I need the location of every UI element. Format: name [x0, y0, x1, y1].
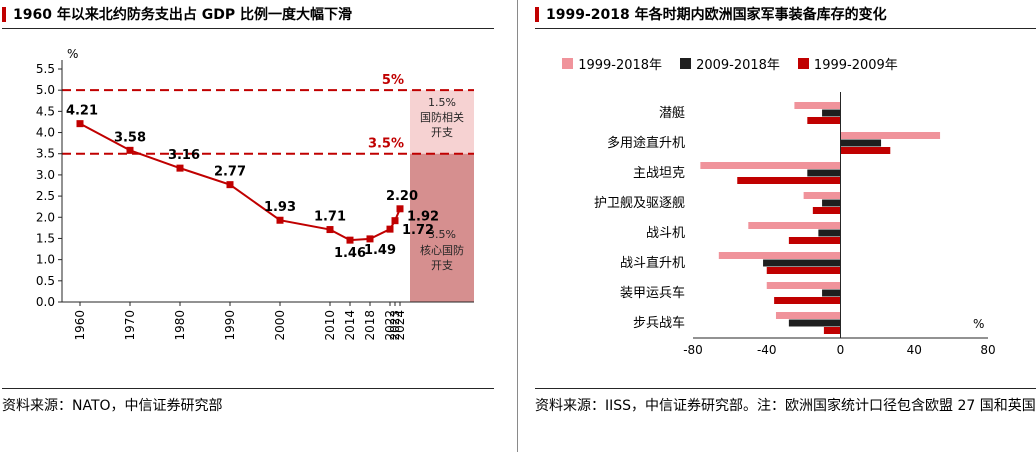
svg-text:2.77: 2.77 [214, 165, 246, 180]
svg-text:0.5: 0.5 [36, 274, 55, 288]
title-accent-bar [2, 6, 6, 22]
legend-swatch-red [797, 58, 809, 69]
legend-label: 2009-2018年 [696, 58, 780, 73]
right-figure-panel: 1999-2018 年各时期内欧洲国家军事装备库存的变化 1999-2018年 … [535, 0, 1036, 452]
left-figure-title-row: 1960 年以来北约防务支出占 GDP 比例一度大幅下滑 [2, 3, 494, 25]
svg-text:1.49: 1.49 [364, 243, 396, 258]
right-title-rule [535, 28, 1036, 29]
svg-text:1.46: 1.46 [334, 246, 366, 261]
svg-text:2.5: 2.5 [36, 189, 55, 203]
svg-text:3.5%: 3.5% [368, 137, 404, 152]
legend-swatch-pink [562, 58, 574, 69]
svg-text:装甲运兵车: 装甲运兵车 [620, 285, 685, 301]
svg-text:潜艇: 潜艇 [659, 106, 685, 121]
svg-text:1.93: 1.93 [264, 200, 296, 215]
svg-text:2023: 2023 [388, 310, 402, 341]
svg-text:0.0: 0.0 [36, 295, 55, 309]
right-source-text: 资料来源：IISS，中信证券研究部。注：欧洲国家统计口径包含欧盟 27 国和英国 [535, 398, 1036, 414]
svg-text:5%: 5% [382, 73, 404, 88]
svg-text:2.20: 2.20 [386, 189, 418, 204]
svg-text:开支: 开支 [431, 126, 453, 139]
svg-text:战斗机: 战斗机 [646, 226, 685, 241]
svg-text:国防相关: 国防相关 [420, 110, 464, 124]
svg-text:2014: 2014 [343, 310, 357, 341]
svg-text:40: 40 [907, 343, 922, 357]
legend-swatch-dark [680, 58, 692, 69]
equipment-chart-legend: 1999-2018年 2009-2018年 1999-2009年 [535, 54, 925, 73]
svg-text:2018: 2018 [363, 310, 377, 341]
title-accent-bar [535, 6, 539, 22]
svg-text:1.5%: 1.5% [428, 96, 456, 109]
svg-text:1.5: 1.5 [36, 231, 55, 245]
svg-text:1.0: 1.0 [36, 253, 55, 267]
legend-label: 1999-2009年 [813, 58, 898, 73]
svg-text:3.0: 3.0 [36, 168, 55, 182]
svg-text:3.5: 3.5 [36, 147, 55, 161]
svg-text:5.0: 5.0 [36, 83, 55, 97]
svg-text:5.5: 5.5 [36, 62, 55, 76]
column-divider [517, 0, 518, 452]
svg-text:4.0: 4.0 [36, 126, 55, 140]
svg-text:步兵战车: 步兵战车 [633, 315, 685, 331]
svg-text:80: 80 [980, 343, 995, 357]
svg-text:4.21: 4.21 [66, 104, 98, 119]
svg-text:2024: 2024 [393, 310, 407, 341]
right-figure-title: 1999-2018 年各时期内欧洲国家军事装备库存的变化 [546, 7, 887, 23]
svg-text:1.71: 1.71 [314, 210, 346, 225]
svg-text:1960: 1960 [73, 310, 87, 341]
left-source-row: 资料来源：NATO，中信证券研究部 [2, 388, 494, 418]
legend-item-2009-2018: 2009-2018年 [680, 54, 780, 73]
svg-text:2.0: 2.0 [36, 210, 55, 224]
left-source-text: 资料来源：NATO，中信证券研究部 [2, 398, 223, 414]
svg-text:护卫舰及驱逐舰: 护卫舰及驱逐舰 [594, 196, 685, 211]
left-title-rule [2, 28, 494, 29]
legend-item-1999-2018: 1999-2018年 [562, 54, 662, 73]
svg-text:核心国防: 核心国防 [420, 243, 464, 257]
svg-text:1.72: 1.72 [402, 223, 434, 238]
left-figure-panel: 1960 年以来北约防务支出占 GDP 比例一度大幅下滑 1.5% 国防相关 开支 3… [2, 0, 494, 452]
svg-text:2022: 2022 [383, 310, 397, 341]
svg-text:1.92: 1.92 [407, 210, 439, 225]
right-source-row: 资料来源：IISS，中信证券研究部。注：欧洲国家统计口径包含欧盟 27 国和英国 [535, 388, 1036, 418]
svg-text:3.5%: 3.5% [428, 228, 456, 241]
svg-text:3.58: 3.58 [114, 130, 146, 145]
svg-text:-40: -40 [757, 343, 777, 357]
svg-text:1970: 1970 [123, 310, 137, 341]
left-figure-title: 1960 年以来北约防务支出占 GDP 比例一度大幅下滑 [13, 7, 352, 23]
svg-text:%: % [67, 47, 78, 61]
legend-label: 1999-2018年 [578, 58, 663, 73]
svg-text:3.16: 3.16 [168, 148, 200, 163]
svg-text:2000: 2000 [273, 310, 287, 341]
svg-text:2010: 2010 [323, 310, 337, 341]
svg-text:%: % [973, 317, 984, 331]
right-figure-title-row: 1999-2018 年各时期内欧洲国家军事装备库存的变化 [535, 3, 1036, 25]
svg-text:4.5: 4.5 [36, 104, 55, 118]
svg-text:多用途直升机: 多用途直升机 [607, 135, 685, 151]
svg-text:主战坦克: 主战坦克 [633, 166, 685, 181]
svg-text:1990: 1990 [223, 310, 237, 341]
svg-text:1980: 1980 [173, 310, 187, 341]
nato-defense-spending-line-chart: 1.5%国防相关开支3.5%核心国防开支5%3.5%0.00.51.01.52.… [36, 47, 474, 341]
svg-text:0: 0 [837, 343, 845, 357]
svg-text:-80: -80 [683, 343, 703, 357]
svg-text:战斗直升机: 战斗直升机 [620, 256, 685, 271]
legend-item-1999-2009: 1999-2009年 [797, 54, 898, 73]
svg-text:开支: 开支 [431, 259, 453, 272]
